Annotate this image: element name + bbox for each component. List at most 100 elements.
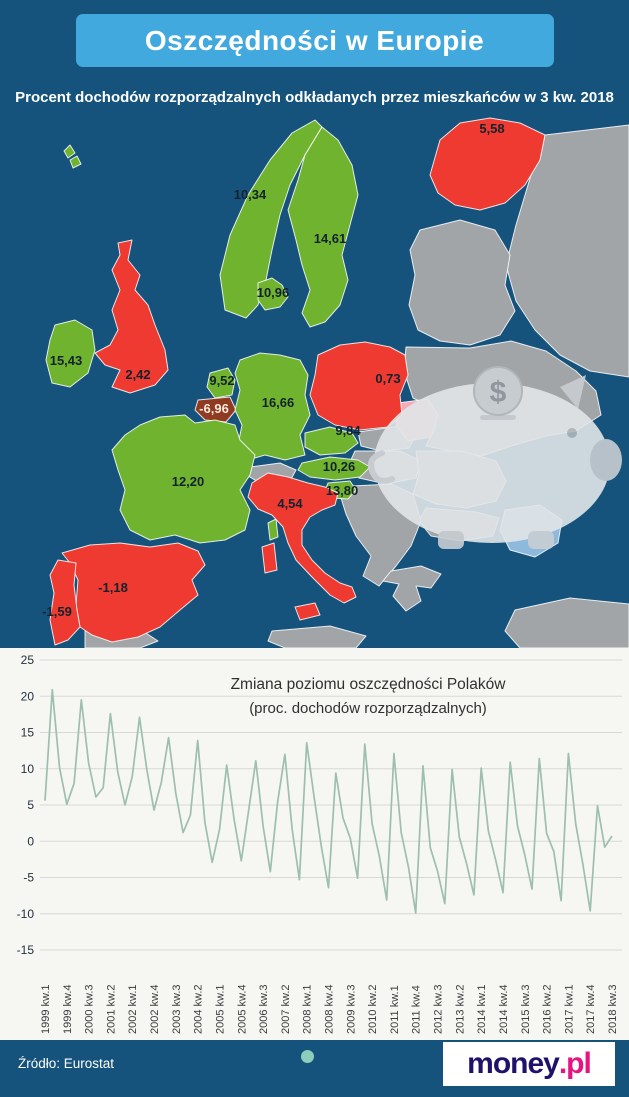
y-axis-label: 25 bbox=[21, 653, 35, 667]
x-axis-label: 2011 kw.1 bbox=[389, 985, 401, 1034]
x-axis-label: 2011 kw.4 bbox=[411, 985, 423, 1034]
x-axis-label: 2005 kw.4 bbox=[236, 984, 248, 1034]
x-axis-label: 2006 kw.3 bbox=[258, 984, 270, 1034]
country-spain bbox=[61, 542, 206, 643]
x-axis-label: 2016 kw.2 bbox=[542, 984, 554, 1034]
country-label-denmark: 10,96 bbox=[257, 285, 290, 300]
country-austria bbox=[297, 456, 371, 481]
logo-text-money: money bbox=[467, 1047, 560, 1080]
country-label-spain: -1,18 bbox=[98, 580, 128, 595]
country-russia bbox=[505, 124, 629, 378]
country-label-germany: 16,66 bbox=[262, 395, 295, 410]
x-axis-label: 2013 kw.2 bbox=[454, 984, 466, 1034]
y-axis-label: -5 bbox=[23, 871, 34, 885]
chart-title: Zmiana poziomu oszczędności Polaków bbox=[230, 676, 506, 693]
country-label-ireland: 15,43 bbox=[50, 353, 83, 368]
dollar-sign: $ bbox=[490, 376, 507, 409]
moneypl-logo[interactable]: money .pl bbox=[443, 1042, 615, 1086]
piggy-coin-slot bbox=[480, 415, 516, 420]
x-axis-label: 2004 kw.2 bbox=[193, 984, 205, 1034]
savings-line bbox=[44, 688, 613, 914]
piggy-leg-left bbox=[438, 531, 464, 549]
x-axis-label: 2003 kw.3 bbox=[171, 984, 183, 1034]
x-axis-label: 2002 kw.1 bbox=[127, 984, 139, 1034]
country-netherlands bbox=[206, 367, 236, 399]
piggy-ear-icon bbox=[560, 375, 586, 409]
x-axis-label: 2001 kw.2 bbox=[105, 984, 117, 1034]
piggy-eye bbox=[567, 428, 577, 438]
country-label-belgium: -6,96 bbox=[199, 401, 229, 416]
corsica bbox=[267, 518, 279, 541]
country-portugal bbox=[49, 559, 81, 646]
x-axis-label: 2009 kw.3 bbox=[345, 984, 357, 1034]
x-axis-label: 2012 kw.3 bbox=[433, 984, 445, 1034]
country-label-poland: 0,73 bbox=[375, 371, 400, 386]
country-czechia bbox=[304, 426, 359, 456]
piggy-body bbox=[374, 383, 610, 543]
x-axis-label: 2007 kw.2 bbox=[280, 984, 292, 1034]
y-axis-label: 10 bbox=[21, 762, 35, 776]
sardinia bbox=[261, 542, 278, 574]
x-axis-label: 2014 kw.4 bbox=[498, 984, 510, 1034]
carousel-dot bbox=[301, 1050, 314, 1063]
x-axis-label: 2017 kw.1 bbox=[563, 984, 575, 1034]
country-france bbox=[111, 414, 256, 544]
x-axis-label: 2002 kw.4 bbox=[149, 984, 161, 1034]
country-baltics-belarus bbox=[408, 219, 516, 346]
country-italy bbox=[247, 472, 357, 604]
title-banner: Oszczędności w Europie bbox=[75, 14, 554, 67]
x-axis-label: 2017 kw.4 bbox=[585, 984, 597, 1034]
country-uk bbox=[94, 239, 169, 394]
y-axis-label: -10 bbox=[17, 907, 35, 921]
x-axis-label: 2014 kw.1 bbox=[476, 984, 488, 1034]
y-axis-label: -15 bbox=[17, 943, 35, 957]
country-label-france: 12,20 bbox=[172, 474, 205, 489]
piggy-snout bbox=[590, 439, 622, 481]
country-label-portugal: -1,59 bbox=[42, 604, 72, 619]
x-axis-label: 1999 kw.1 bbox=[40, 984, 52, 1034]
x-axis-label: 2008 kw.4 bbox=[324, 984, 336, 1034]
sicily bbox=[294, 602, 321, 621]
country-germany bbox=[234, 352, 311, 461]
logo-text-pl: .pl bbox=[558, 1047, 592, 1080]
page-subtitle: Procent dochodów rozporządzalnych odkład… bbox=[15, 89, 614, 106]
x-axis-label: 2010 kw.2 bbox=[367, 984, 379, 1034]
country-label-austria: 10,26 bbox=[323, 459, 356, 474]
savings-line-chart: 25 20 15 10 5 0 -5 -10 -15 1999 kw.1 1999 kw.4 2000… bbox=[17, 653, 622, 1034]
line-chart-section: 25 20 15 10 5 0 -5 -10 -15 1999 kw.1 1999 kw.4 2000… bbox=[0, 648, 629, 1040]
source-credit: Źródło: Eurostat bbox=[18, 1056, 115, 1071]
country-belgium bbox=[194, 396, 237, 423]
country-label-finland: 5,58 bbox=[479, 121, 504, 136]
piggy-leg-right bbox=[528, 531, 554, 549]
north-africa-east bbox=[267, 625, 367, 648]
country-denmark bbox=[257, 277, 289, 311]
country-label-czechia: 9,84 bbox=[335, 423, 361, 438]
country-sweden bbox=[287, 126, 359, 328]
faroe-islands-1 bbox=[63, 144, 76, 159]
country-label-italy: 4,54 bbox=[277, 496, 303, 511]
x-axis-label: 2015 kw.3 bbox=[520, 984, 532, 1034]
y-axis-label: 0 bbox=[27, 834, 34, 848]
country-label-slovenia: 13,80 bbox=[326, 483, 359, 498]
country-label-netherlands: 9,52 bbox=[209, 373, 234, 388]
piggy-bank-watermark: $ bbox=[367, 366, 622, 549]
y-axis-label: 20 bbox=[21, 689, 35, 703]
country-finland bbox=[429, 117, 546, 211]
country-ireland bbox=[45, 319, 96, 388]
country-label-sweden: 14,61 bbox=[314, 231, 347, 246]
x-axis-label: 2000 kw.3 bbox=[84, 984, 96, 1034]
faroe-islands-2 bbox=[69, 155, 82, 169]
x-axis-label: 2008 kw.1 bbox=[302, 984, 314, 1034]
country-poland bbox=[309, 341, 409, 431]
country-greece bbox=[382, 565, 442, 612]
x-axis-label: 1999 kw.4 bbox=[62, 984, 74, 1034]
chart-subtitle: (proc. dochodów rozporządzalnych) bbox=[249, 700, 487, 717]
y-axis-label: 15 bbox=[21, 726, 35, 740]
country-turkey bbox=[504, 597, 629, 648]
map-section: Oszczędności w Europie Procent dochodów … bbox=[0, 0, 629, 648]
x-axis-label: 2005 kw.1 bbox=[214, 984, 226, 1034]
footer: Źródło: Eurostat money .pl bbox=[0, 1040, 629, 1097]
y-axis-label: 5 bbox=[27, 798, 34, 812]
page-title: Oszczędności w Europie bbox=[144, 24, 485, 56]
